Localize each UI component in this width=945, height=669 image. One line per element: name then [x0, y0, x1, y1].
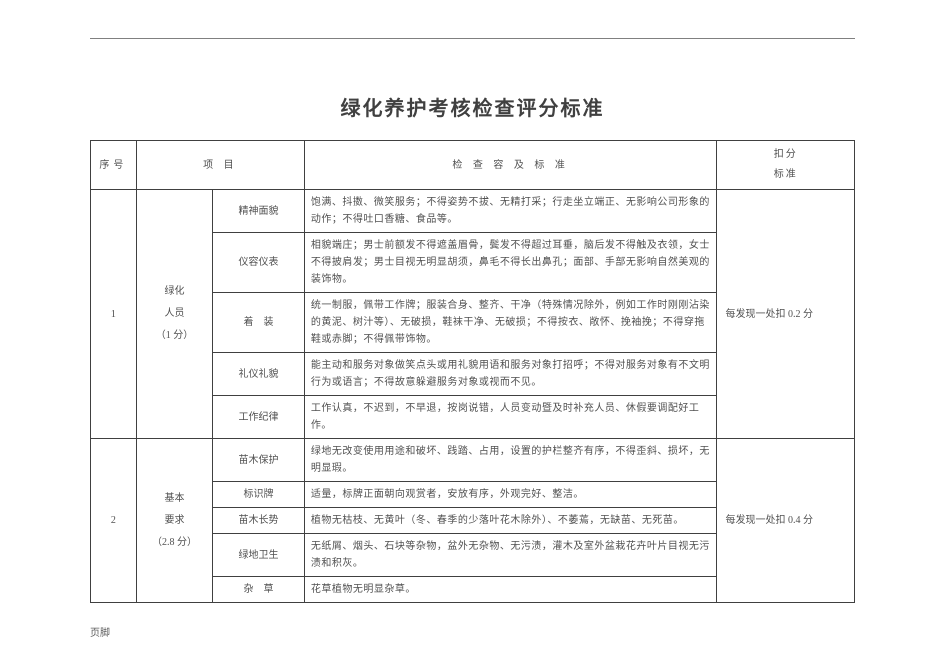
- header-deduct-line1: 扣分: [723, 145, 848, 165]
- category-text: 基本要求（2.8 分）: [143, 488, 206, 554]
- subitem-cell: 绿地卫生: [213, 534, 305, 577]
- top-divider: [90, 38, 855, 39]
- category-cell: 基本要求（2.8 分）: [136, 439, 212, 603]
- deduct-cell: 每发现一处扣 0.4 分: [717, 439, 855, 603]
- content-cell: 相貌端庄；男士前额发不得遮盖眉骨，鬓发不得超过耳垂，脑后发不得触及衣领，女士不得…: [304, 233, 717, 293]
- header-project: 项 目: [136, 141, 304, 190]
- page-footer: 页脚: [90, 624, 110, 639]
- table-row: 1 绿化人员（1 分） 精神面貌 饱满、抖擞、微笑服务；不得姿势不拔、无精打采；…: [91, 190, 855, 233]
- subitem-cell: 着 装: [213, 293, 305, 353]
- content-cell: 统一制服，佩带工作牌；服装合身、整齐、干净（特殊情况除外，例如工作时刚刚沾染的黄…: [304, 293, 717, 353]
- table-header-row: 序号 项 目 检 查 容 及 标 准 扣分 标准: [91, 141, 855, 190]
- subitem-cell: 工作纪律: [213, 396, 305, 439]
- content-cell: 适量，标牌正面朝向观赏者，安放有序，外观完好、整洁。: [304, 482, 717, 508]
- subitem-cell: 礼仪礼貌: [213, 353, 305, 396]
- seq-cell: 1: [91, 190, 137, 439]
- deduct-cell: 每发现一处扣 0.2 分: [717, 190, 855, 439]
- content-cell: 绿地无改变使用用途和破坏、践踏、占用，设置的护栏整齐有序，不得歪斜、损坏，无明显…: [304, 439, 717, 482]
- header-inspect: 检 查 容 及 标 准: [304, 141, 717, 190]
- content-cell: 植物无枯枝、无黄叶（冬、春季的少落叶花木除外）、不萎蔫，无缺苗、无死苗。: [304, 508, 717, 534]
- page-title: 绿化养护考核检查评分标准: [0, 92, 945, 121]
- header-deduct-line2: 标准: [723, 165, 848, 185]
- scoring-table-wrap: 序号 项 目 检 查 容 及 标 准 扣分 标准 1 绿化人员（1 分） 精神面…: [90, 140, 855, 603]
- subitem-cell: 杂 草: [213, 577, 305, 603]
- category-text: 绿化人员（1 分）: [143, 281, 206, 347]
- content-cell: 无纸屑、烟头、石块等杂物，盆外无杂物、无污渍，灌木及室外盆栽花卉叶片目视无污渍和…: [304, 534, 717, 577]
- table-row: 2 基本要求（2.8 分） 苗木保护 绿地无改变使用用途和破坏、践踏、占用，设置…: [91, 439, 855, 482]
- content-cell: 饱满、抖擞、微笑服务；不得姿势不拔、无精打采；行走坐立端正、无影响公司形象的动作…: [304, 190, 717, 233]
- seq-cell: 2: [91, 439, 137, 603]
- scoring-table: 序号 项 目 检 查 容 及 标 准 扣分 标准 1 绿化人员（1 分） 精神面…: [90, 140, 855, 603]
- subitem-cell: 精神面貌: [213, 190, 305, 233]
- content-cell: 能主动和服务对象做笑点头或用礼貌用语和服务对象打招呼；不得对服务对象有不文明行为…: [304, 353, 717, 396]
- subitem-cell: 苗木保护: [213, 439, 305, 482]
- content-cell: 花草植物无明显杂草。: [304, 577, 717, 603]
- subitem-cell: 标识牌: [213, 482, 305, 508]
- table-body: 1 绿化人员（1 分） 精神面貌 饱满、抖擞、微笑服务；不得姿势不拔、无精打采；…: [91, 190, 855, 603]
- content-cell: 工作认真，不迟到，不早退，按岗说错，人员变动暨及时补充人员、休假要调配好工作。: [304, 396, 717, 439]
- category-cell: 绿化人员（1 分）: [136, 190, 212, 439]
- header-seq: 序号: [91, 141, 137, 190]
- header-deduct: 扣分 标准: [717, 141, 855, 190]
- subitem-cell: 仪容仪表: [213, 233, 305, 293]
- subitem-cell: 苗木长势: [213, 508, 305, 534]
